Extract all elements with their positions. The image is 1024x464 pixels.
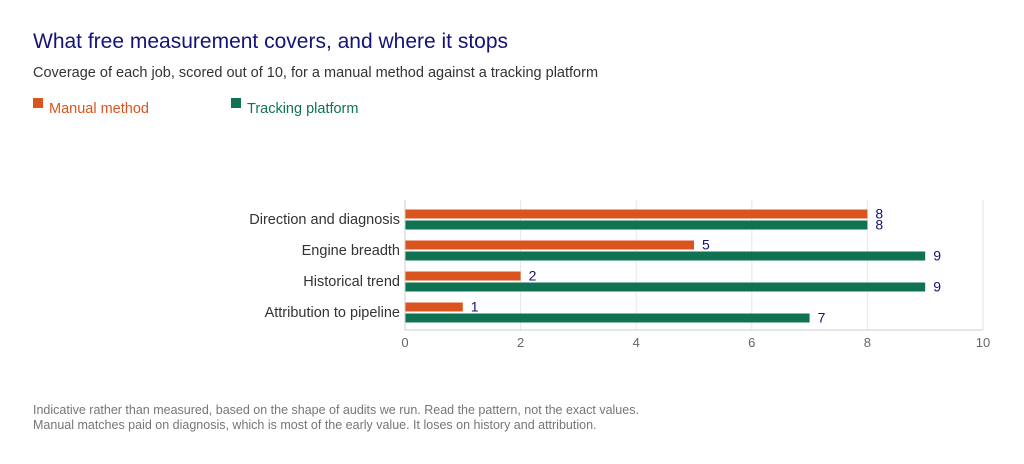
chart-title: What free measurement covers, and where …: [33, 30, 509, 53]
value-label: 7: [818, 310, 826, 326]
value-label: 2: [529, 268, 537, 284]
x-tick-label: 6: [748, 335, 755, 350]
category-label: Historical trend: [303, 274, 400, 290]
x-tick-label: 8: [864, 335, 871, 350]
category-label: Direction and diagnosis: [249, 212, 400, 228]
legend-item-tracking: Tracking platform: [231, 97, 358, 117]
x-tick-label: 2: [517, 335, 524, 350]
category-label: Attribution to pipeline: [265, 305, 400, 321]
x-tick-label: 0: [401, 335, 408, 350]
legend-label-tracking: Tracking platform: [247, 101, 359, 117]
footnote-line-2: Manual matches paid on diagnosis, which …: [33, 418, 597, 432]
bar-tracking: [405, 251, 926, 261]
x-tick-label: 10: [976, 335, 990, 350]
value-label: 9: [933, 279, 941, 295]
bar-manual: [405, 271, 521, 281]
bar-manual: [405, 240, 694, 250]
bar-tracking: [405, 282, 926, 292]
bar-manual: [405, 302, 463, 312]
legend-swatch-tracking: [231, 98, 241, 108]
chart-subtitle: Coverage of each job, scored out of 10, …: [33, 65, 599, 81]
value-label: 5: [702, 237, 710, 253]
bar-tracking: [405, 313, 810, 323]
legend-item-manual: Manual method: [33, 97, 149, 117]
category-label: Engine breadth: [302, 243, 400, 259]
legend-label-manual: Manual method: [49, 101, 149, 117]
value-label: 8: [875, 206, 883, 222]
value-label: 1: [471, 299, 479, 315]
bar-manual: [405, 209, 868, 219]
value-label: 8: [875, 217, 883, 233]
x-tick-label: 4: [633, 335, 640, 350]
value-label: 9: [933, 248, 941, 264]
legend-swatch-manual: [33, 98, 43, 108]
footnote-line-1: Indicative rather than measured, based o…: [33, 403, 639, 417]
bar-tracking: [405, 220, 868, 230]
